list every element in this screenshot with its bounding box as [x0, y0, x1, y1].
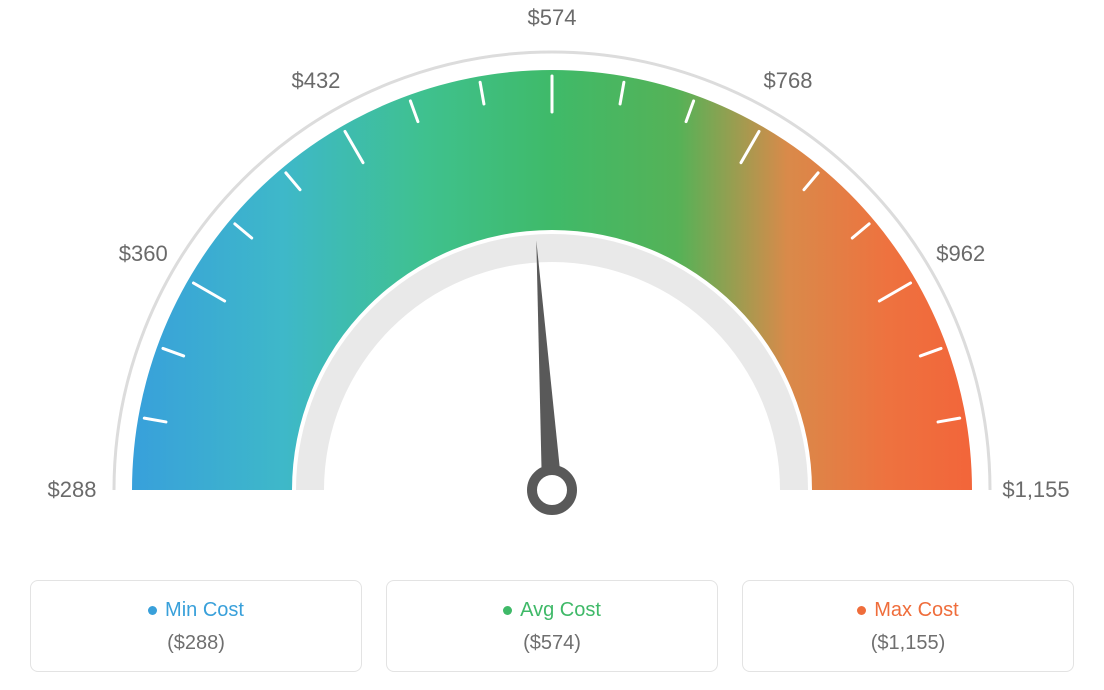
legend-title-avg: Avg Cost	[503, 599, 601, 622]
legend-card-min: Min Cost ($288)	[30, 580, 362, 672]
legend-title-text: Avg Cost	[520, 599, 601, 622]
legend-title-max: Max Cost	[857, 599, 958, 622]
dot-icon	[503, 606, 512, 615]
legend-value-avg: ($574)	[397, 632, 707, 655]
dot-icon	[148, 606, 157, 615]
legend-card-max: Max Cost ($1,155)	[742, 580, 1074, 672]
gauge-tick-label: $962	[936, 241, 985, 267]
gauge-tick-label: $574	[528, 5, 577, 31]
gauge-tick-label: $360	[119, 241, 168, 267]
legend-value-max: ($1,155)	[753, 632, 1063, 655]
gauge-area: $288 $360 $432 $574 $768 $962 $1,155	[0, 0, 1104, 560]
legend-value-min: ($288)	[41, 632, 351, 655]
gauge-tick-label: $768	[764, 68, 813, 94]
dot-icon	[857, 606, 866, 615]
gauge-tick-label: $288	[48, 477, 97, 503]
gauge-tick-label: $432	[291, 68, 340, 94]
legend-title-min: Min Cost	[148, 599, 244, 622]
cost-gauge-container: $288 $360 $432 $574 $768 $962 $1,155 Min Cost …	[0, 0, 1104, 690]
legend-card-avg: Avg Cost ($574)	[386, 580, 718, 672]
gauge-svg	[0, 0, 1104, 560]
gauge-tick-label: $1,155	[1002, 477, 1069, 503]
legend-title-text: Max Cost	[874, 599, 958, 622]
legend-row: Min Cost ($288) Avg Cost ($574) Max Cost…	[30, 580, 1074, 672]
legend-title-text: Min Cost	[165, 599, 244, 622]
